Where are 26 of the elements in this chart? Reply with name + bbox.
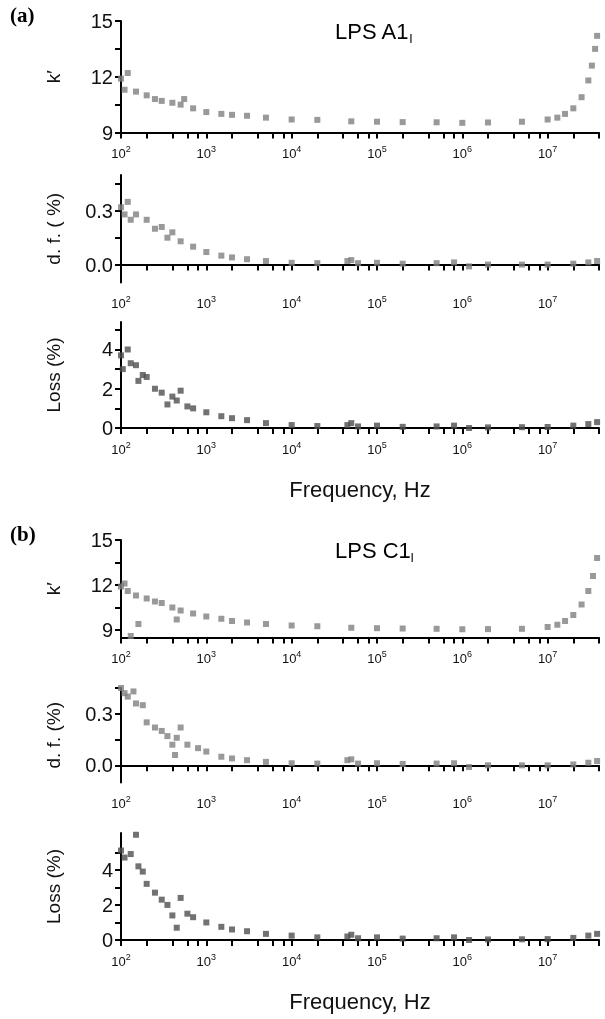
x-axis-title: Frequency, Hz <box>289 988 431 1014</box>
y-tick-label: 0.0 <box>85 253 113 276</box>
text: (b) <box>10 521 36 546</box>
y-tick-label: 4 <box>101 858 113 881</box>
y-tick-label: 15 <box>90 529 113 551</box>
y-tick-label: 0.0 <box>85 754 113 777</box>
text: (a) <box>10 2 35 27</box>
y-axis-title: d. f. (%) <box>43 701 64 769</box>
y-tick-label: 9 <box>101 121 113 144</box>
y-tick-label: 0.3 <box>85 199 113 222</box>
y-tick-label: 0 <box>101 417 113 439</box>
x-axis-title: Frequency, Hz <box>289 476 431 502</box>
y-axis-title: d. f. ( %) <box>43 192 64 265</box>
y-tick-label: 12 <box>90 65 113 88</box>
y-axis-title: k′ <box>43 69 64 84</box>
y-tick-label: 4 <box>101 338 113 361</box>
y-tick-label: 2 <box>101 893 113 916</box>
y-axis-title: Loss (%) <box>43 849 64 924</box>
y-tick-label: 2 <box>101 377 113 400</box>
y-tick-label: 12 <box>90 574 113 596</box>
y-axis-title: k′ <box>43 581 64 596</box>
y-axis-title: Loss (%) <box>43 337 64 413</box>
y-tick-label: 0 <box>101 929 113 951</box>
y-tick-label: 9 <box>101 619 113 641</box>
y-tick-label: 15 <box>90 10 113 32</box>
y-tick-label: 0.3 <box>85 702 113 725</box>
